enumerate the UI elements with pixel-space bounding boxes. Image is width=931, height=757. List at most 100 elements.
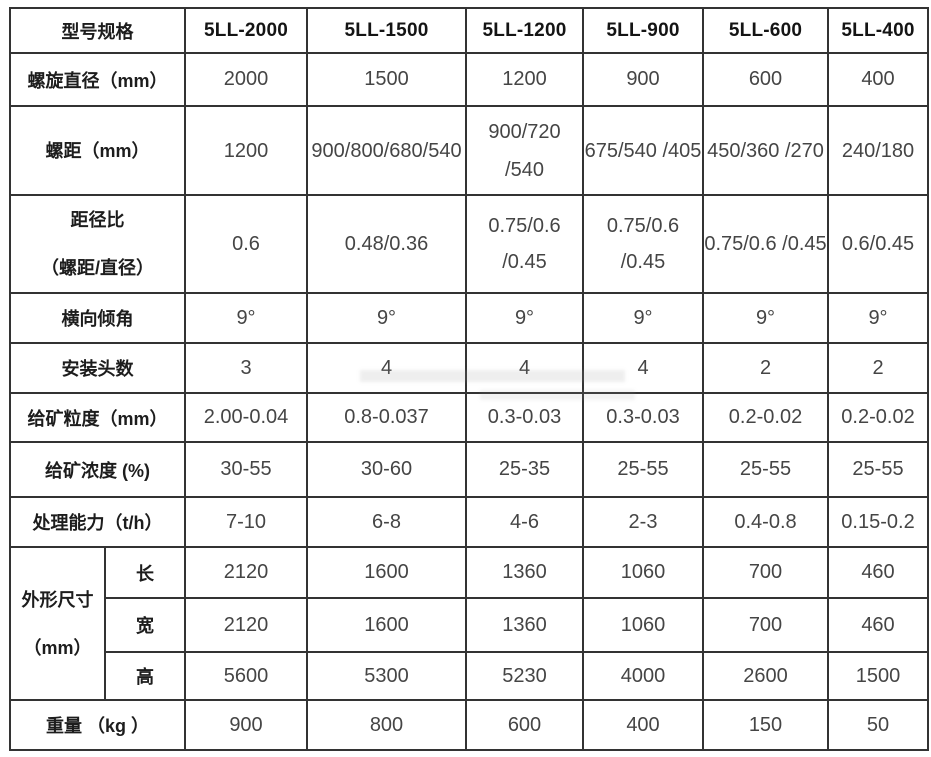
value-cell: 900 bbox=[184, 699, 308, 751]
model-header-5ll-900: 5LL-900 bbox=[582, 7, 704, 54]
value-cell: 1060 bbox=[582, 597, 704, 653]
value-cell: 900 bbox=[582, 52, 704, 107]
value-cell: 700 bbox=[702, 597, 829, 653]
row-weight: 重量 （kg ） 900 800 600 400 150 50 bbox=[9, 699, 929, 751]
model-header-5ll-600: 5LL-600 bbox=[702, 7, 829, 54]
value-cell: 2 bbox=[827, 342, 929, 394]
value-cell: 900/720 /540 bbox=[465, 105, 584, 196]
row-capacity: 处理能力（t/h） 7-10 6-8 4-6 2-3 0.4-0.8 0.15-… bbox=[9, 496, 929, 548]
value-cell: 6-8 bbox=[306, 496, 467, 548]
value-cell: 0.48/0.36 bbox=[306, 194, 467, 294]
value-cell: 800 bbox=[306, 699, 467, 751]
row-dimensions-length: 外形尺寸 （mm） 长 2120 1600 1360 1060 700 460 bbox=[9, 546, 929, 701]
value-cell: 1600 bbox=[306, 546, 467, 599]
value-cell: 150 bbox=[702, 699, 829, 751]
value-cell: 0.15-0.2 bbox=[827, 496, 929, 548]
row-dimensions-width: 宽 2120 1600 1360 1060 700 460 bbox=[10, 597, 929, 653]
value-cell: 1600 bbox=[306, 597, 467, 653]
value-cell: 0.75/0.6 /0.45 bbox=[702, 194, 829, 294]
value-cell: 25-55 bbox=[702, 441, 829, 498]
value-cell: 700 bbox=[702, 546, 829, 599]
value-cell: 9° bbox=[184, 292, 308, 344]
row-label: 横向倾角 bbox=[9, 292, 186, 344]
value-cell: 0.6/0.45 bbox=[827, 194, 929, 294]
value-cell: 0.3-0.03 bbox=[582, 392, 704, 443]
value-cell: 9° bbox=[465, 292, 584, 344]
value-cell: 25-55 bbox=[582, 441, 704, 498]
value-cell: 9° bbox=[582, 292, 704, 344]
row-spiral-diameter: 螺旋直径（mm） 2000 1500 1200 900 600 400 bbox=[9, 52, 929, 107]
value-cell: 4 bbox=[582, 342, 704, 394]
value-cell: 400 bbox=[827, 52, 929, 107]
value-cell: 0.4-0.8 bbox=[702, 496, 829, 548]
value-cell: 240/180 bbox=[827, 105, 929, 196]
value-cell: 2-3 bbox=[582, 496, 704, 548]
value-cell: 450/360 /270 bbox=[702, 105, 829, 196]
corner-header: 型号规格 bbox=[9, 7, 186, 54]
value-cell: 0.2-0.02 bbox=[702, 392, 829, 443]
dimension-sub-label-height: 高 bbox=[104, 651, 186, 701]
header-row: 型号规格 5LL-2000 5LL-1500 5LL-1200 5LL-900 … bbox=[9, 7, 929, 54]
value-cell: 1200 bbox=[184, 105, 308, 196]
value-cell: 460 bbox=[827, 597, 929, 653]
value-cell: 30-60 bbox=[306, 441, 467, 498]
value-cell: 2 bbox=[702, 342, 829, 394]
row-label: 螺距（mm） bbox=[9, 105, 186, 196]
row-install-heads: 安装头数 3 4 4 4 2 2 bbox=[9, 342, 929, 394]
model-header-5ll-1500: 5LL-1500 bbox=[306, 7, 467, 54]
value-cell: 30-55 bbox=[184, 441, 308, 498]
value-cell: 0.3-0.03 bbox=[465, 392, 584, 443]
value-cell: 50 bbox=[827, 699, 929, 751]
value-cell: 2120 bbox=[184, 546, 308, 599]
row-label: 螺旋直径（mm） bbox=[9, 52, 186, 107]
value-cell: 0.75/0.6 /0.45 bbox=[465, 194, 584, 294]
row-label: 给矿浓度 (%) bbox=[9, 441, 186, 498]
value-cell: 0.6 bbox=[184, 194, 308, 294]
value-cell: 9° bbox=[827, 292, 929, 344]
row-label: 距径比 （螺距/直径） bbox=[9, 194, 186, 294]
dimension-sub-label-width: 宽 bbox=[104, 597, 186, 653]
spec-table: 型号规格 5LL-2000 5LL-1500 5LL-1200 5LL-900 … bbox=[9, 7, 929, 751]
value-cell: 5600 bbox=[184, 651, 308, 701]
value-cell: 9° bbox=[702, 292, 829, 344]
value-cell: 7-10 bbox=[184, 496, 308, 548]
value-cell: 9° bbox=[306, 292, 467, 344]
model-header-5ll-2000: 5LL-2000 bbox=[184, 7, 308, 54]
row-cross-incline-angle: 横向倾角 9° 9° 9° 9° 9° 9° bbox=[9, 292, 929, 344]
value-cell: 1500 bbox=[827, 651, 929, 701]
value-cell: 5300 bbox=[306, 651, 467, 701]
value-cell: 1500 bbox=[306, 52, 467, 107]
value-cell: 675/540 /405 bbox=[582, 105, 704, 196]
value-cell: 4 bbox=[465, 342, 584, 394]
row-pitch: 螺距（mm） 1200 900/800/680/540 900/720 /540… bbox=[9, 105, 929, 196]
value-cell: 900/800/680/540 bbox=[306, 105, 467, 196]
value-cell: 400 bbox=[582, 699, 704, 751]
dimension-sub-label-length: 长 bbox=[104, 546, 186, 599]
value-cell: 2120 bbox=[184, 597, 308, 653]
value-cell: 3 bbox=[184, 342, 308, 394]
value-cell: 0.75/0.6 /0.45 bbox=[582, 194, 704, 294]
model-header-5ll-1200: 5LL-1200 bbox=[465, 7, 584, 54]
row-feed-density: 给矿浓度 (%) 30-55 30-60 25-35 25-55 25-55 2… bbox=[9, 441, 929, 498]
row-pitch-diameter-ratio: 距径比 （螺距/直径） 0.6 0.48/0.36 0.75/0.6 /0.45… bbox=[9, 194, 929, 294]
model-header-5ll-400: 5LL-400 bbox=[827, 7, 929, 54]
value-cell: 600 bbox=[465, 699, 584, 751]
value-cell: 2.00-0.04 bbox=[184, 392, 308, 443]
value-cell: 600 bbox=[702, 52, 829, 107]
value-cell: 4 bbox=[306, 342, 467, 394]
row-label: 重量 （kg ） bbox=[9, 699, 186, 751]
row-label: 处理能力（t/h） bbox=[9, 496, 186, 548]
value-cell: 25-35 bbox=[465, 441, 584, 498]
value-cell: 460 bbox=[827, 546, 929, 599]
row-label: 安装头数 bbox=[9, 342, 186, 394]
value-cell: 1360 bbox=[465, 597, 584, 653]
value-cell: 1060 bbox=[582, 546, 704, 599]
row-label: 给矿粒度（mm） bbox=[9, 392, 186, 443]
value-cell: 1360 bbox=[465, 546, 584, 599]
row-feed-size: 给矿粒度（mm） 2.00-0.04 0.8-0.037 0.3-0.03 0.… bbox=[9, 392, 929, 443]
value-cell: 0.2-0.02 bbox=[827, 392, 929, 443]
value-cell: 2600 bbox=[702, 651, 829, 701]
value-cell: 5230 bbox=[465, 651, 584, 701]
value-cell: 25-55 bbox=[827, 441, 929, 498]
value-cell: 1200 bbox=[465, 52, 584, 107]
